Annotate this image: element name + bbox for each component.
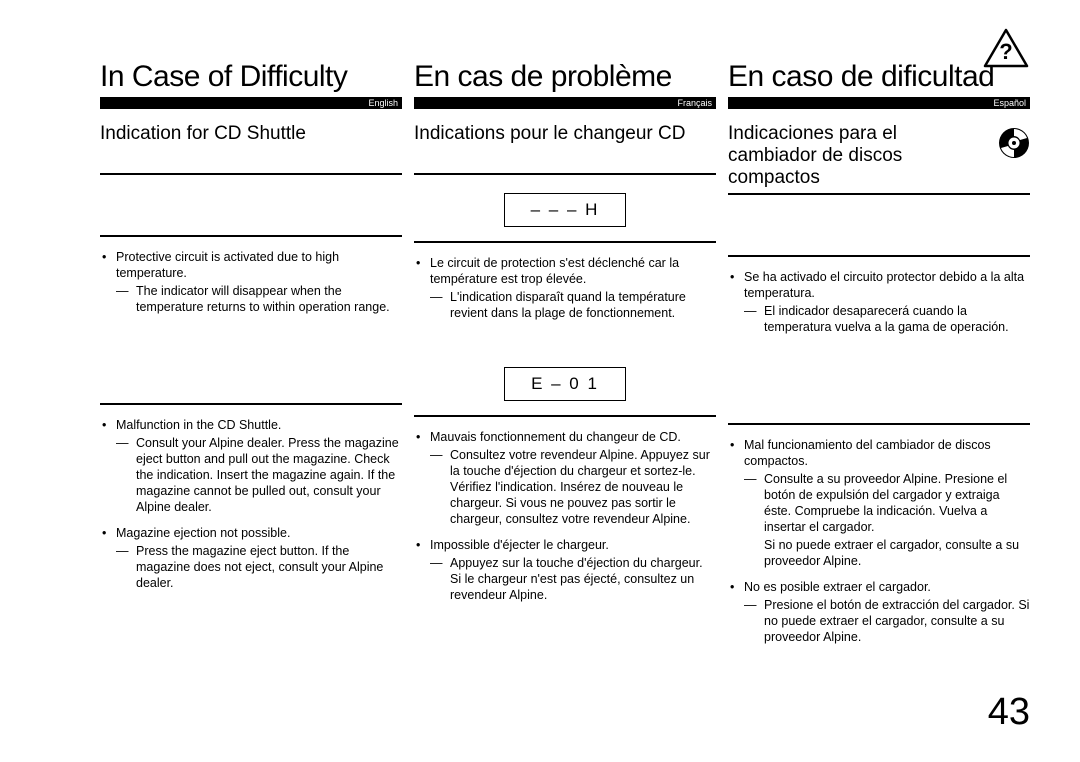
subtitle-fr: Indications pour le changeur CD: [414, 123, 716, 169]
bullet-text: Mal funcionamiento del cambiador de disc…: [744, 438, 991, 468]
error-code-h: – – – H: [504, 193, 627, 227]
error-code-e01: E – 0 1: [504, 367, 626, 401]
bullet-text: Se ha activado el circuito protector deb…: [744, 270, 1024, 300]
bullet-text: Protective circuit is activated due to h…: [116, 250, 339, 280]
dash-text: Appuyez sur la touche d'éjection du char…: [430, 555, 716, 603]
section2-es: Mal funcionamiento del cambiador de disc…: [728, 425, 1030, 673]
bullet-text: Impossible d'éjecter le chargeur.: [430, 538, 609, 552]
subtitle-en: Indication for CD Shuttle: [100, 123, 402, 169]
lang-label-fr: Français: [673, 97, 716, 109]
lang-bar-en: English: [100, 97, 402, 109]
dash-text: The indicator will disappear when the te…: [116, 283, 402, 315]
main-title-fr: En cas de problème: [414, 60, 716, 94]
bullet-text: Le circuit de protection s'est déclenché…: [430, 256, 679, 286]
lang-bar-es: Español: [728, 97, 1030, 109]
dash-text: L'indication disparaît quand la températ…: [430, 289, 716, 321]
section2-fr: Mauvais fonctionnement du changeur de CD…: [414, 417, 716, 631]
bullet-text: Magazine ejection not possible.: [116, 526, 290, 540]
dash-text: Presione el botón de extracción del carg…: [744, 597, 1030, 645]
section1-fr: Le circuit de protection s'est déclenché…: [414, 243, 716, 349]
help-triangle-icon: ?: [982, 28, 1030, 75]
section1-en: Protective circuit is activated due to h…: [100, 237, 402, 343]
lang-label-en: English: [364, 97, 402, 109]
dash-text: Consultez votre revendeur Alpine. Appuye…: [430, 447, 716, 527]
svg-text:?: ?: [999, 39, 1012, 64]
subtitle-es: Indicaciones para el cambiador de discos…: [728, 123, 988, 189]
dash-text: Consult your Alpine dealer. Press the ma…: [116, 435, 402, 515]
bullet-text: Malfunction in the CD Shuttle.: [116, 418, 281, 432]
content-columns: In Case of Difficulty English Indication…: [100, 60, 1030, 673]
section2-en: Malfunction in the CD Shuttle. Consult y…: [100, 405, 402, 619]
column-spanish: En caso de dificultad Español Indicacion…: [728, 60, 1030, 673]
dash-text: El indicador desaparecerá cuando la temp…: [744, 303, 1030, 335]
dash-text: Press the magazine eject button. If the …: [116, 543, 402, 591]
lang-bar-fr: Français: [414, 97, 716, 109]
bullet-text: No es posible extraer el cargador.: [744, 580, 931, 594]
extra-text: Si no puede extraer el cargador, consult…: [744, 537, 1030, 569]
main-title-en: In Case of Difficulty: [100, 60, 402, 94]
bullet-text: Mauvais fonctionnement du changeur de CD…: [430, 430, 681, 444]
column-french: En cas de problème Français Indications …: [414, 60, 728, 673]
section1-es: Se ha activado el circuito protector deb…: [728, 257, 1030, 363]
column-english: In Case of Difficulty English Indication…: [100, 60, 414, 673]
lang-label-es: Español: [989, 97, 1030, 109]
page-number: 43: [988, 691, 1030, 734]
cd-disc-icon: [998, 127, 1030, 164]
dash-text: Consulte a su proveedor Alpine. Presione…: [744, 471, 1030, 535]
